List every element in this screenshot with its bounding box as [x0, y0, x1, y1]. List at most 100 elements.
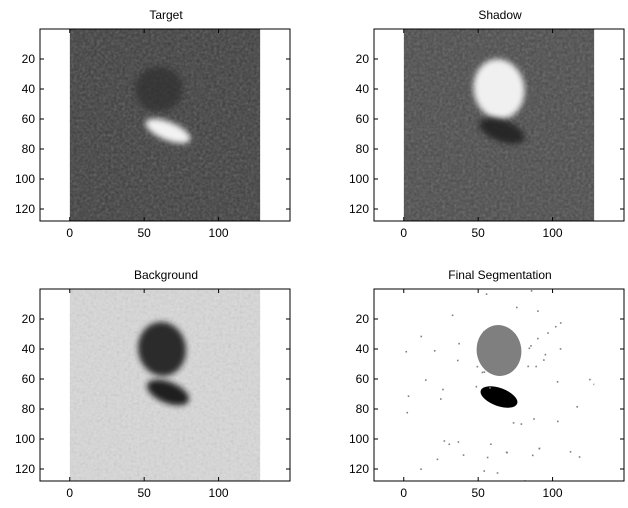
y-tick-label: 20 [22, 312, 36, 326]
y-tick-label: 60 [22, 372, 36, 386]
axes-frame [373, 288, 625, 482]
speckle [506, 451, 508, 454]
speckle [424, 379, 427, 381]
speckle [420, 468, 422, 470]
speckle [544, 353, 547, 356]
speckle [589, 378, 591, 381]
target-dark-blob [479, 118, 525, 144]
subplot-background: Background 0 50 100 20 40 60 80 100 120 [15, 268, 291, 500]
x-tick-label: 50 [471, 226, 485, 240]
speckle [515, 306, 518, 309]
axes-frame [39, 28, 291, 222]
plot-body: 0 50 100 20 40 60 80 100 120 [349, 288, 625, 500]
x-tick-label: 0 [400, 486, 407, 500]
x-tick-label: 100 [209, 226, 229, 240]
faint-shadow-blob [135, 66, 183, 112]
y-tick-label: 100 [349, 432, 369, 446]
speckle [537, 337, 539, 340]
speckle [569, 451, 572, 453]
speckle [537, 310, 539, 312]
speckle [543, 359, 545, 361]
speckle [559, 348, 562, 350]
axes-frame [39, 288, 291, 482]
y-tick-label: 60 [356, 112, 370, 126]
speckle [485, 293, 488, 295]
y-tick-label: 100 [15, 172, 35, 186]
speckle [554, 325, 557, 328]
speckle [442, 388, 444, 391]
y-tick-label: 120 [15, 202, 35, 216]
speckle [557, 420, 559, 423]
speckle [496, 472, 499, 474]
y-tick-label: 20 [356, 52, 370, 66]
speckle [448, 443, 451, 446]
speckle [538, 447, 541, 450]
y-tick-label: 80 [356, 142, 370, 156]
image-area [69, 289, 261, 481]
y-tick-label: 40 [22, 342, 36, 356]
y-tick-label: 60 [356, 372, 370, 386]
speckle [489, 387, 491, 389]
x-tick-label: 0 [66, 486, 73, 500]
speckle [483, 470, 486, 472]
speckle [436, 458, 439, 461]
speckle [483, 371, 486, 373]
speckle [533, 418, 535, 420]
speckle [406, 411, 409, 414]
speckle [481, 371, 484, 374]
speckle [514, 333, 516, 336]
speckle [559, 322, 562, 324]
shadow-highlight-blob [473, 59, 525, 119]
plot-body: 0 50 100 20 40 60 80 100 120 [349, 28, 625, 240]
speckle [443, 440, 446, 442]
shadow-region-blob [476, 325, 522, 376]
x-tick-label: 0 [66, 226, 73, 240]
speckle [528, 347, 531, 350]
image-area [403, 29, 595, 221]
shadow-dark-blob [138, 322, 186, 376]
speckle [451, 314, 454, 317]
axes-frame [373, 28, 625, 222]
speckle [420, 335, 423, 338]
speckle [440, 398, 442, 400]
target-highlight-blob [145, 118, 191, 144]
y-tick-label: 80 [22, 402, 36, 416]
speckle [530, 345, 532, 347]
y-tick-label: 100 [15, 432, 35, 446]
x-tick-label: 0 [400, 226, 407, 240]
y-tick-label: 40 [22, 82, 36, 96]
speckle [520, 423, 523, 425]
subplot-title: Shadow [478, 8, 522, 22]
subplot-title: Background [134, 268, 198, 282]
speckle [527, 365, 529, 368]
speckle [556, 381, 559, 383]
speckle [458, 342, 460, 345]
image-base [403, 289, 595, 481]
y-tick-label: 60 [22, 112, 36, 126]
target-region-blob [480, 386, 518, 408]
subplot-shadow: Shadow 0 50 100 20 40 60 80 100 120 [349, 8, 625, 240]
speckle [547, 332, 549, 334]
speckle [475, 385, 478, 388]
y-tick-label: 120 [349, 202, 369, 216]
subplot-target: Target 0 50 100 20 40 60 80 100 120 [15, 8, 291, 240]
plot-body: 0 50 100 20 40 60 80 100 120 [15, 288, 291, 500]
image-area [69, 29, 261, 221]
speckle [512, 422, 515, 424]
x-tick-label: 50 [471, 486, 485, 500]
speckle [531, 454, 534, 457]
y-tick-label: 20 [356, 312, 370, 326]
x-tick-label: 50 [137, 226, 151, 240]
y-tick-label: 80 [22, 142, 36, 156]
x-tick-label: 50 [137, 486, 151, 500]
speckle [486, 456, 489, 459]
y-tick-label: 40 [356, 342, 370, 356]
target-dark-blob [146, 379, 190, 406]
speckle [483, 330, 485, 333]
speckle [490, 443, 492, 446]
y-tick-label: 120 [15, 462, 35, 476]
speckle [576, 406, 578, 408]
speckle [407, 395, 410, 397]
speckle [535, 365, 537, 368]
